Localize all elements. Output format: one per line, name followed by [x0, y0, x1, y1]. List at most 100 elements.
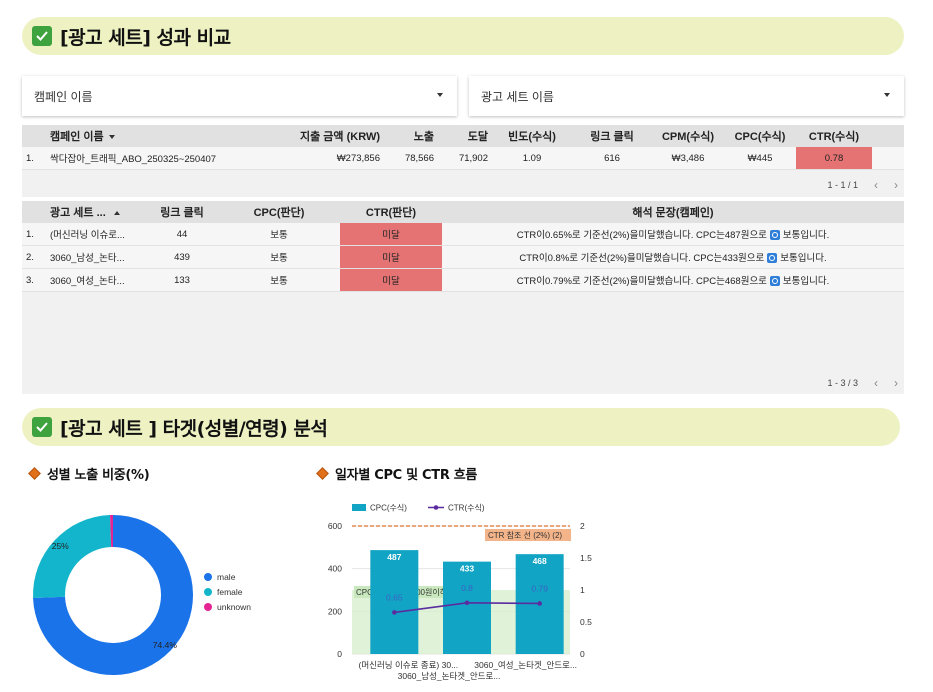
sort-desc-icon — [108, 135, 115, 140]
campaign-table: 캠페인 이름 지출 금액 (KRW) 노출 도달 빈도(수식) 링크 클릭 CP… — [22, 125, 904, 197]
y-left-tick-label: 400 — [328, 564, 342, 574]
spend-cell: ₩273,856 — [336, 152, 380, 164]
cpc-judge-cell: 보통 — [270, 230, 288, 241]
column-header-cpc-judge[interactable]: CPC(판단) — [253, 207, 305, 219]
y-left-tick-label: 200 — [328, 606, 342, 616]
legend-dot — [204, 603, 212, 611]
column-header-cpc[interactable]: CPC(수식) — [734, 131, 786, 143]
adset-name-cell: (머신러닝 이슈로... — [50, 230, 125, 241]
column-header-frequency[interactable]: 빈도(수식) — [508, 131, 556, 143]
column-header-cpm[interactable]: CPM(수식) — [661, 131, 714, 143]
table-row[interactable]: 1. 싹다잡아_트래픽_ABO_250325~250407 ₩273,856 7… — [22, 147, 904, 170]
cpc-cell: ₩445 — [747, 152, 773, 164]
cpc-judge-cell: 보통 — [270, 276, 288, 287]
check-icon — [32, 417, 52, 437]
column-header-ctr-judge[interactable]: CTR(판단) — [365, 207, 417, 219]
ctr-reference-line-label: CTR 참조 선 (2%) (2) — [488, 530, 562, 540]
y-right-tick-label: 0.5 — [580, 617, 592, 627]
column-header-interpretation[interactable]: 해석 문장(캠페인) — [632, 207, 714, 219]
cpm-cell: ₩3,486 — [671, 152, 705, 164]
pagination: 1 - 3 / 3 ‹ › — [827, 376, 898, 390]
table-row[interactable]: 3. 3060_여성_논타... 133 보통 미달 CTR이0.79%로 기준… — [22, 269, 904, 292]
ref-label-bg — [485, 529, 571, 541]
legend-item-male[interactable]: male — [204, 572, 251, 582]
next-page-icon[interactable]: › — [894, 178, 898, 192]
pagination: 1 - 1 / 1 ‹ › — [827, 178, 898, 192]
chevron-down-icon — [884, 93, 890, 97]
pie-slice-unknown[interactable] — [109, 515, 113, 548]
chevron-down-icon — [437, 93, 443, 97]
column-header-spend[interactable]: 지출 금액 (KRW) — [300, 131, 380, 143]
pie-slice-label: 74.4% — [153, 640, 178, 650]
adset-name-cell: 3060_남성_논타... — [50, 253, 125, 264]
prev-page-icon[interactable]: ‹ — [874, 376, 878, 390]
y-right-tick-label: 1.5 — [580, 553, 592, 563]
legend-item-unknown[interactable]: unknown — [204, 602, 251, 612]
adset-filter-dropdown[interactable]: 광고 세트 이름 — [469, 76, 904, 116]
table-header: 캠페인 이름 지출 금액 (KRW) 노출 도달 빈도(수식) 링크 클릭 CP… — [22, 125, 904, 147]
gender-donut-chart: 74.4% 25% — [33, 515, 194, 675]
ctr-value-label: 0.65 — [386, 592, 403, 602]
bar-cpc[interactable] — [370, 550, 419, 654]
ctr-point[interactable] — [537, 601, 542, 606]
link-clicks-cell: 439 — [174, 251, 190, 263]
link-clicks-cell: 616 — [604, 152, 620, 164]
ctr-value-label: 0.79 — [531, 583, 548, 593]
diamond-icon — [316, 467, 329, 480]
bar-value-label: 468 — [533, 556, 547, 566]
column-header-reach[interactable]: 도달 — [467, 131, 488, 143]
prev-page-icon[interactable]: ‹ — [874, 178, 878, 192]
section-banner-target: [광고 세트 ] 타겟(성별/연령) 분석 — [22, 408, 900, 446]
column-header-adset-name[interactable]: 광고 세트 ... — [46, 204, 146, 220]
ctr-judge-cell: 미달 — [340, 269, 442, 291]
legend-item-female[interactable]: female — [204, 587, 251, 597]
link-clicks-cell: 44 — [176, 228, 188, 240]
column-header-link-clicks[interactable]: 링크 클릭 — [590, 131, 634, 143]
bar-value-label: 487 — [387, 552, 401, 562]
table-row[interactable]: 2. 3060_남성_논타... 439 보통 미달 CTR이0.8%로 기준선… — [22, 246, 904, 269]
link-clicks-cell: 133 — [174, 274, 190, 286]
column-header-impressions[interactable]: 노출 — [413, 131, 434, 143]
adset-name-cell: 3060_여성_논타... — [50, 276, 125, 287]
campaign-filter-dropdown[interactable]: 캠페인 이름 — [22, 76, 457, 116]
gender-legend: male female unknown — [204, 572, 251, 617]
section-banner-performance: [광고 세트] 성과 비교 — [22, 17, 904, 55]
next-page-icon[interactable]: › — [894, 376, 898, 390]
column-header-ctr[interactable]: CTR(수식) — [808, 131, 860, 143]
row-index: 3. — [26, 274, 34, 286]
section-title: [광고 세트] 성과 비교 — [60, 26, 231, 49]
bar-value-label: 433 — [460, 564, 474, 574]
x-tick-label: (머신러닝 이슈로 종료) 30... — [358, 660, 458, 670]
info-icon — [769, 276, 780, 287]
ctr-point[interactable] — [392, 610, 397, 615]
table-row[interactable]: 1. (머신러닝 이슈로... 44 보통 미달 CTR이0.65%로 기준선(… — [22, 223, 904, 246]
ctr-value-label: 0.8 — [461, 583, 473, 593]
pie-slice-label: 25% — [52, 541, 69, 551]
row-index: 1. — [26, 152, 34, 164]
legend-dot — [204, 573, 212, 581]
pie-slice-female[interactable] — [33, 515, 112, 599]
legend-marker-ctr — [433, 505, 439, 510]
legend-label: male — [217, 572, 236, 582]
y-left-tick-label: 600 — [328, 521, 342, 531]
cpc-judge-cell: 보통 — [270, 253, 288, 264]
info-icon — [769, 230, 780, 241]
column-header-campaign-name[interactable]: 캠페인 이름 — [46, 128, 270, 144]
ctr-judge-cell: 미달 — [340, 223, 442, 245]
frequency-cell: 1.09 — [522, 152, 542, 164]
pie-slice-male[interactable] — [33, 515, 194, 675]
legend-label: female — [217, 587, 243, 597]
y-right-tick-label: 0 — [580, 649, 585, 659]
reach-cell: 71,902 — [458, 152, 488, 164]
legend-dot — [204, 588, 212, 596]
pagination-label: 1 - 1 / 1 — [827, 180, 858, 190]
column-header-link-clicks[interactable]: 링크 클릭 — [160, 207, 204, 219]
y-right-tick-label: 1 — [580, 585, 585, 595]
legend-label-ctr: CTR(수식) — [448, 504, 485, 513]
bar-cpc[interactable] — [443, 561, 491, 654]
y-left-tick-label: 0 — [337, 649, 342, 659]
pagination-label: 1 - 3 / 3 — [827, 378, 858, 388]
ctr-point[interactable] — [464, 600, 470, 606]
daily-chart-title: 일자별 CPC 및 CTR 흐름 — [316, 464, 477, 483]
